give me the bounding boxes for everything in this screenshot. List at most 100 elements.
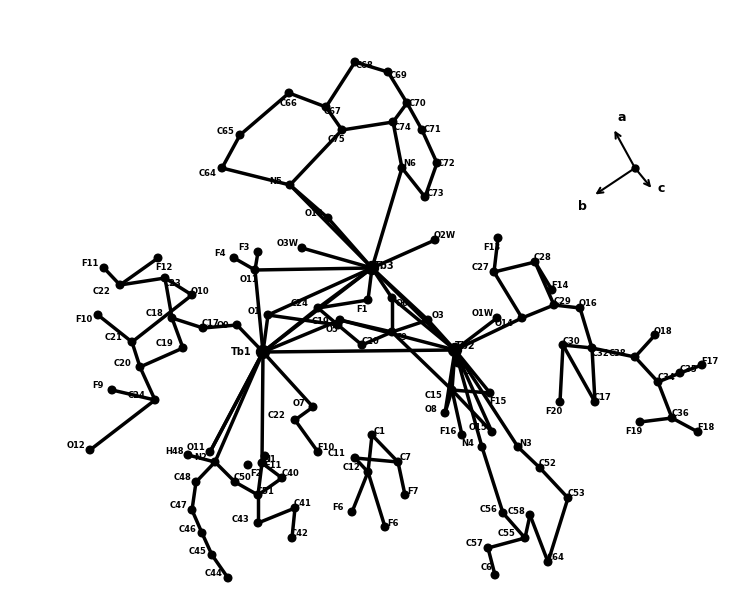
Circle shape — [257, 345, 269, 359]
Text: C44: C44 — [205, 570, 223, 578]
Circle shape — [544, 558, 552, 566]
Circle shape — [388, 328, 395, 336]
Circle shape — [364, 296, 372, 304]
Text: C36: C36 — [671, 409, 689, 418]
Text: O2W: O2W — [434, 232, 456, 240]
Circle shape — [669, 414, 676, 422]
Circle shape — [244, 461, 252, 469]
Text: C21: C21 — [105, 334, 123, 342]
Text: F16: F16 — [439, 426, 456, 436]
Circle shape — [384, 68, 392, 76]
Circle shape — [322, 103, 329, 111]
Text: F11: F11 — [264, 462, 282, 470]
Text: C73: C73 — [426, 188, 444, 198]
Text: F17: F17 — [701, 356, 718, 365]
Circle shape — [206, 448, 214, 456]
Text: O3W: O3W — [277, 240, 299, 248]
Circle shape — [258, 459, 266, 467]
Circle shape — [536, 464, 544, 472]
Circle shape — [298, 244, 306, 252]
Circle shape — [218, 164, 226, 172]
Text: C58: C58 — [507, 506, 525, 515]
Text: F6: F6 — [387, 518, 398, 528]
Circle shape — [188, 506, 196, 514]
Circle shape — [388, 294, 395, 302]
Circle shape — [398, 164, 406, 172]
Circle shape — [161, 274, 168, 282]
Text: C72: C72 — [438, 159, 456, 168]
Text: C11: C11 — [328, 450, 346, 459]
Text: F18: F18 — [697, 423, 715, 432]
Circle shape — [358, 341, 366, 349]
Text: C74: C74 — [394, 123, 412, 132]
Text: O16: O16 — [579, 300, 597, 309]
Text: F10: F10 — [76, 315, 93, 323]
Circle shape — [154, 254, 162, 262]
Circle shape — [394, 458, 402, 466]
Text: C35: C35 — [679, 365, 697, 373]
Circle shape — [198, 529, 206, 537]
Text: C29: C29 — [553, 296, 571, 306]
Text: Tb3: Tb3 — [374, 261, 394, 271]
Text: F13: F13 — [483, 243, 501, 253]
Circle shape — [324, 214, 332, 222]
Circle shape — [403, 99, 411, 107]
Circle shape — [381, 523, 389, 531]
Text: C17: C17 — [594, 393, 612, 403]
Circle shape — [252, 266, 259, 274]
Text: F12: F12 — [155, 264, 173, 273]
Text: C66: C66 — [280, 98, 298, 107]
Circle shape — [526, 511, 533, 518]
Circle shape — [230, 254, 237, 262]
Text: O12: O12 — [67, 442, 85, 451]
Circle shape — [338, 126, 346, 134]
Circle shape — [493, 314, 501, 322]
Text: F10: F10 — [318, 443, 335, 453]
Text: N5: N5 — [269, 176, 283, 185]
Circle shape — [199, 324, 207, 332]
Text: C22: C22 — [93, 287, 111, 295]
Circle shape — [478, 443, 486, 451]
Circle shape — [286, 181, 294, 189]
Circle shape — [151, 396, 159, 404]
Text: a: a — [617, 111, 626, 124]
Circle shape — [588, 344, 596, 352]
Text: O1W: O1W — [472, 309, 494, 318]
Text: N1: N1 — [263, 454, 277, 464]
Text: O8: O8 — [424, 404, 437, 414]
Circle shape — [233, 321, 241, 329]
Circle shape — [556, 398, 564, 406]
Text: F4: F4 — [214, 249, 226, 259]
Circle shape — [390, 118, 397, 126]
Text: N6: N6 — [404, 159, 416, 168]
Text: O11: O11 — [187, 443, 206, 453]
Circle shape — [433, 159, 441, 167]
Text: Tb1: Tb1 — [231, 347, 252, 357]
Text: C18: C18 — [145, 309, 163, 318]
Circle shape — [494, 234, 502, 242]
Circle shape — [285, 89, 293, 97]
Circle shape — [454, 359, 462, 367]
Text: C15: C15 — [425, 392, 443, 401]
Circle shape — [488, 428, 496, 436]
Text: C75: C75 — [327, 135, 345, 145]
Circle shape — [264, 311, 272, 319]
Circle shape — [364, 468, 372, 476]
Circle shape — [491, 571, 499, 579]
Text: F6: F6 — [332, 503, 344, 512]
Circle shape — [137, 363, 144, 371]
Text: C7: C7 — [400, 453, 412, 462]
Circle shape — [521, 534, 529, 542]
Text: c: c — [657, 182, 664, 195]
Circle shape — [94, 311, 102, 319]
Circle shape — [184, 451, 191, 459]
Text: O10: O10 — [191, 287, 209, 295]
Circle shape — [255, 519, 262, 527]
Text: C6: C6 — [481, 562, 493, 572]
Text: C19: C19 — [311, 317, 329, 326]
Circle shape — [459, 431, 466, 439]
Text: C32: C32 — [591, 350, 609, 359]
Circle shape — [564, 494, 572, 502]
Circle shape — [351, 58, 359, 66]
Text: O18: O18 — [305, 209, 324, 218]
